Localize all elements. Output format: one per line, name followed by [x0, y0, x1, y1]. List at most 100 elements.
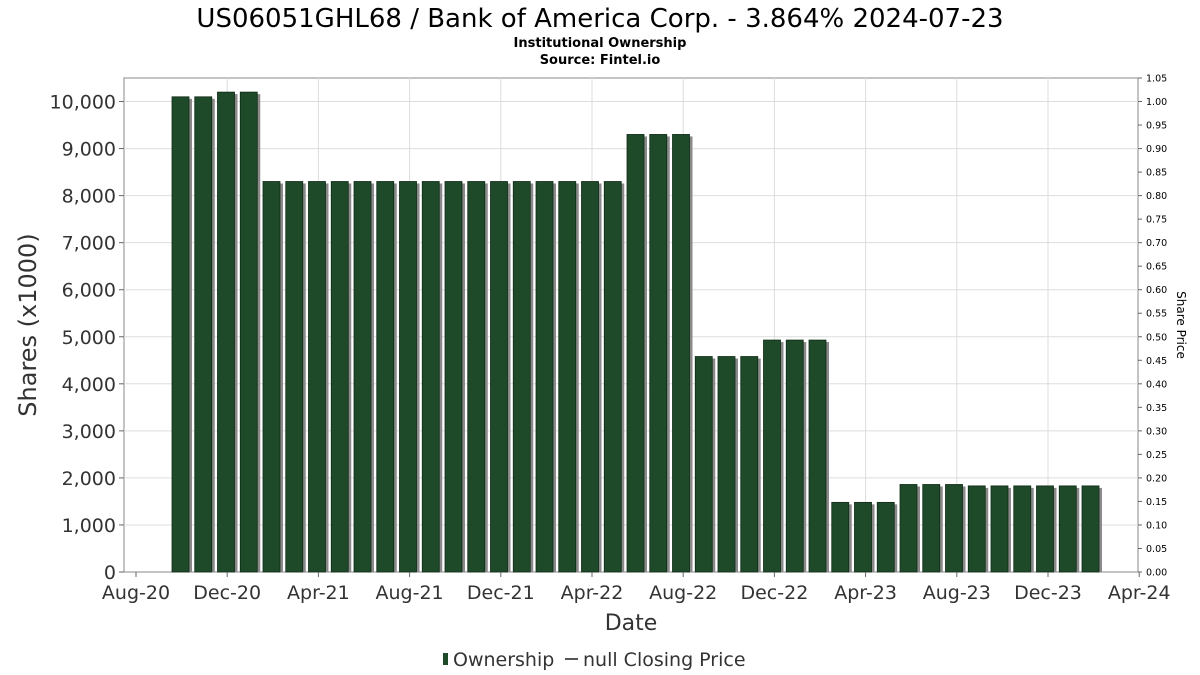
ownership-bar	[399, 181, 417, 573]
ownership-bar	[512, 181, 531, 573]
y2-tick-label: 0.55	[1146, 309, 1167, 320]
ownership-bar	[171, 96, 190, 573]
ownership-bar	[308, 181, 326, 573]
ownership-bar	[740, 356, 759, 573]
x-axis-label: Date	[605, 611, 658, 636]
ownership-bar	[421, 181, 440, 573]
ownership-bar	[763, 339, 781, 573]
ownership-bar	[831, 501, 850, 573]
ownership-bar	[330, 181, 349, 573]
y-tick-label: 10,000	[50, 92, 116, 114]
ownership-bar	[694, 356, 713, 573]
legend-price-label: null Closing Price	[583, 649, 746, 671]
y2-tick-label: 0.05	[1146, 544, 1167, 555]
y2-tick-label: 0.90	[1146, 144, 1167, 155]
y2-tick-label: 0.95	[1146, 121, 1167, 132]
ownership-bar	[854, 501, 872, 573]
bar-series	[171, 91, 1102, 573]
ownership-bar	[376, 181, 395, 573]
ownership-bar	[899, 484, 918, 573]
chart-subtitle: Institutional Ownership	[514, 36, 687, 51]
y2-tick-label: 0.15	[1146, 497, 1167, 508]
ownership-bar	[1081, 485, 1100, 573]
y2-tick-label: 1.00	[1146, 97, 1167, 108]
y2-tick-label: 0.50	[1146, 332, 1167, 343]
ownership-bar	[217, 91, 235, 573]
y2-tick-label: 1.05	[1146, 74, 1167, 85]
y-tick-label: 2,000	[62, 468, 116, 490]
y2-tick-label: 0.40	[1146, 379, 1167, 390]
ownership-bar	[717, 356, 736, 573]
x-tick-label: Aug-20	[102, 582, 170, 604]
ownership-bar	[808, 339, 827, 573]
y2-axis-label: Share Price	[1174, 291, 1188, 359]
chart-title: US06051GHL68 / Bank of America Corp. - 3…	[196, 4, 1003, 34]
ownership-bar	[239, 91, 258, 573]
x-tick-label: Apr-24	[1108, 582, 1171, 604]
y-tick-label: 7,000	[62, 233, 116, 255]
y2-tick-label: 0.75	[1146, 215, 1167, 226]
ownership-bar	[1036, 485, 1054, 573]
legend-ownership-swatch	[443, 653, 448, 665]
ownership-bar	[262, 181, 281, 573]
y2-tick-label: 0.45	[1146, 356, 1167, 367]
y-tick-label: 9,000	[62, 139, 116, 161]
ownership-bar	[1013, 485, 1032, 573]
y2-tick-label: 0.80	[1146, 191, 1167, 202]
chart-source: Source: Fintel.io	[540, 53, 661, 68]
y2-axis-ticks: 0.00 0.05 0.10 0.15 0.20 0.25 0.30 0.35 0.40 0.45…	[1138, 74, 1167, 579]
legend: Ownership null Closing Price	[443, 649, 746, 671]
y2-tick-label: 0.70	[1146, 238, 1167, 249]
ownership-bar	[945, 484, 963, 573]
ownership-bar	[535, 181, 554, 573]
y2-tick-label: 0.10	[1146, 520, 1167, 531]
x-tick-label: Dec-21	[467, 582, 535, 604]
y2-tick-label: 0.60	[1146, 285, 1167, 296]
y-tick-label: 5,000	[62, 327, 116, 349]
y2-tick-label: 0.30	[1146, 426, 1167, 437]
ownership-bar	[967, 485, 986, 573]
ownership-bar	[558, 181, 577, 573]
ownership-bar	[467, 181, 486, 573]
y2-tick-label: 0.00	[1146, 568, 1167, 579]
y2-tick-label: 0.65	[1146, 262, 1167, 273]
ownership-bar	[490, 181, 508, 573]
ownership-bar	[649, 134, 668, 573]
x-tick-label: Aug-23	[923, 582, 991, 604]
y2-tick-label: 0.35	[1146, 403, 1167, 414]
y-axis-ticks: 0 1,000 2,000 3,000 4,000 5,000 6,000 7,000 8,00…	[50, 92, 124, 584]
x-tick-label: Apr-22	[561, 582, 624, 604]
y-tick-label: 1,000	[62, 515, 116, 537]
ownership-bar	[1058, 485, 1077, 573]
ownership-bar	[626, 134, 645, 573]
y-tick-label: 8,000	[62, 186, 116, 208]
ownership-bar	[603, 181, 622, 573]
ownership-bar	[353, 181, 372, 573]
y-tick-label: 0	[104, 562, 116, 584]
x-tick-label: Apr-23	[834, 582, 897, 604]
y-tick-label: 3,000	[62, 421, 116, 443]
legend-ownership-label: Ownership	[453, 649, 554, 671]
y2-tick-label: 0.85	[1146, 168, 1167, 179]
x-tick-label: Dec-22	[740, 582, 808, 604]
x-axis-ticks: Aug-20 Dec-20 Apr-21 Aug-21 Dec-21 Apr-22 Aug-…	[102, 572, 1171, 604]
ownership-bar	[672, 134, 690, 573]
x-tick-label: Dec-23	[1014, 582, 1082, 604]
ownership-bar	[194, 96, 213, 573]
y-tick-label: 6,000	[62, 280, 116, 302]
ownership-bar	[581, 181, 599, 573]
x-tick-label: Dec-20	[193, 582, 261, 604]
x-tick-label: Aug-22	[649, 582, 717, 604]
ownership-bar	[444, 181, 463, 573]
y-axis-label: Shares (x1000)	[14, 233, 42, 416]
x-tick-label: Aug-21	[376, 582, 444, 604]
x-tick-label: Apr-21	[287, 582, 350, 604]
ownership-bar	[785, 339, 804, 573]
ownership-bar	[876, 501, 895, 573]
ownership-bar	[285, 181, 304, 573]
ownership-bar	[922, 484, 941, 573]
y2-tick-label: 0.25	[1146, 450, 1167, 461]
y-tick-label: 4,000	[62, 374, 116, 396]
y2-tick-label: 0.20	[1146, 473, 1167, 484]
ownership-bar	[990, 485, 1009, 573]
